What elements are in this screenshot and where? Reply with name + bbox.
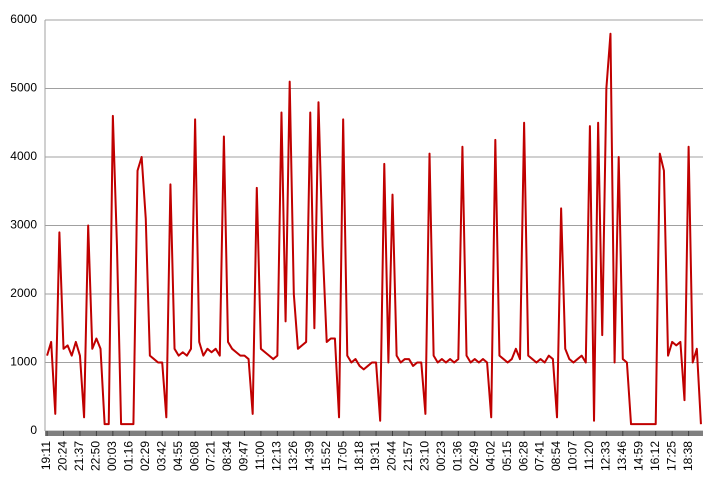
x-tick-label: 17:05 xyxy=(335,441,349,471)
x-tick-label: 12:33 xyxy=(599,441,613,471)
x-tick-label: 06:08 xyxy=(187,441,201,471)
x-tick-label: 04:55 xyxy=(171,441,185,471)
x-tick-label: 02:49 xyxy=(467,441,481,471)
x-tick-label: 16:12 xyxy=(648,441,662,471)
x-axis xyxy=(45,431,703,436)
x-tick-label: 19:11 xyxy=(39,441,53,470)
line xyxy=(46,32,702,426)
x-tick-label: 07:21 xyxy=(204,441,218,471)
x-tick-label: 15:52 xyxy=(319,441,333,471)
x-tick-label: 02:29 xyxy=(138,441,152,471)
y-tick-label: 5000 xyxy=(10,81,37,95)
x-tick-label: 20:44 xyxy=(385,441,399,471)
x-tick-label: 01:36 xyxy=(450,441,464,471)
x-tick-label: 05:15 xyxy=(500,441,514,471)
y-tick-label: 2000 xyxy=(10,286,37,300)
x-tick-label: 21:57 xyxy=(401,441,415,471)
x-tick-label: 01:16 xyxy=(121,441,135,471)
y-tick-label: 4000 xyxy=(10,149,37,163)
y-tick-label: 6000 xyxy=(10,12,37,26)
x-tick-label: 00:03 xyxy=(105,441,119,471)
x-tick-label: 08:34 xyxy=(220,441,234,471)
x-tick-label: 08:54 xyxy=(549,441,563,471)
x-tick-label: 06:28 xyxy=(516,441,530,471)
y-tick-label: 1000 xyxy=(10,355,37,369)
x-tick-label: 18:38 xyxy=(681,441,695,471)
x-tick-label: 03:42 xyxy=(154,441,168,471)
x-tick-label: 11:00 xyxy=(253,441,267,470)
x-tick-label: 11:20 xyxy=(582,441,596,470)
x-tick-label: 07:41 xyxy=(533,441,547,471)
x-tick-label: 20:24 xyxy=(56,441,70,471)
x-tick-label: 23:10 xyxy=(418,441,432,471)
x-tick-label: 09:47 xyxy=(237,441,251,471)
x-tick-label: 00:23 xyxy=(434,441,448,471)
x-tick-label: 13:26 xyxy=(286,441,300,471)
x-tick-label: 19:31 xyxy=(368,441,382,471)
x-tick-label: 17:25 xyxy=(664,441,678,471)
x-tick-label: 14:39 xyxy=(302,441,316,471)
x-tick-label: 10:07 xyxy=(566,441,580,471)
x-tick-label: 18:18 xyxy=(352,441,366,471)
x-tick-label: 13:46 xyxy=(615,441,629,471)
x-tick-label: 22:50 xyxy=(89,441,103,471)
x-tick-label: 14:59 xyxy=(631,441,645,471)
x-tick-label: 04:02 xyxy=(483,441,497,471)
x-tick-label: 21:37 xyxy=(72,441,86,471)
y-tick-label: 3000 xyxy=(10,218,37,232)
y-tick-label: 0 xyxy=(30,423,37,437)
x-tick-label: 12:13 xyxy=(270,441,284,471)
